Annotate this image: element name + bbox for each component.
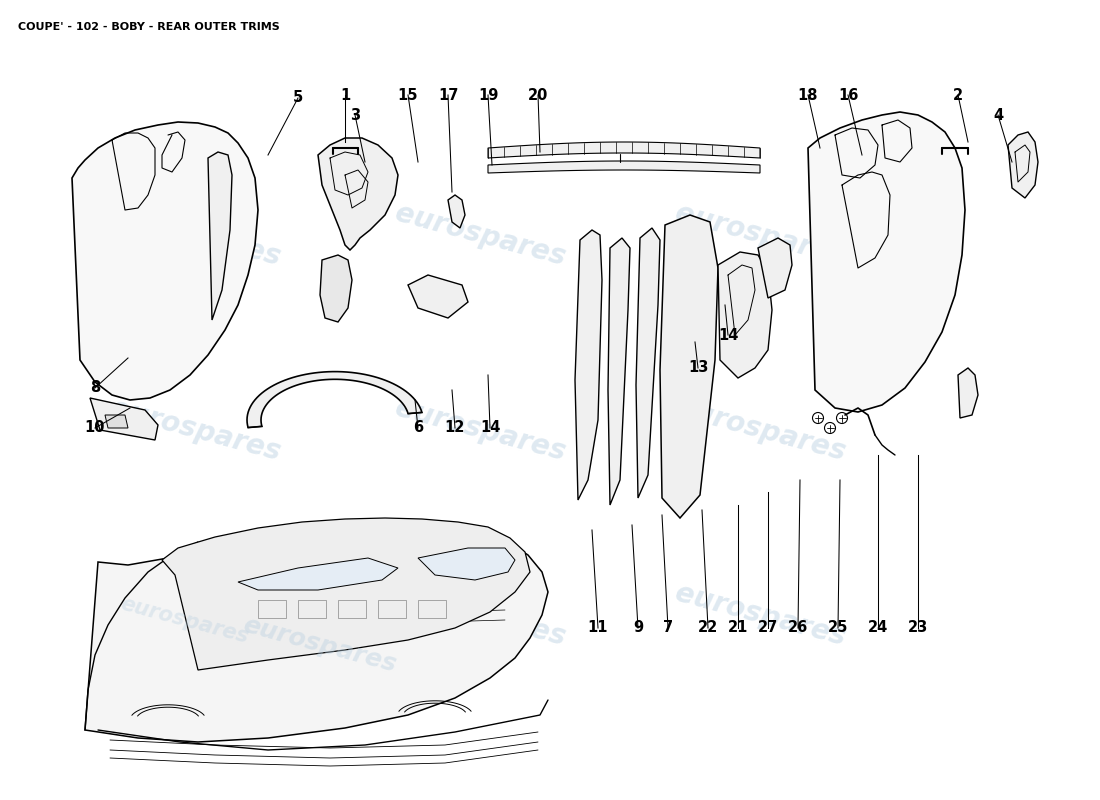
- Text: 23: 23: [908, 621, 928, 635]
- Polygon shape: [378, 600, 406, 618]
- Polygon shape: [320, 255, 352, 322]
- Polygon shape: [104, 415, 128, 428]
- Text: 19: 19: [477, 87, 498, 102]
- Text: 21: 21: [728, 621, 748, 635]
- Text: 2: 2: [953, 87, 964, 102]
- Text: COUPE' - 102 - BOBY - REAR OUTER TRIMS: COUPE' - 102 - BOBY - REAR OUTER TRIMS: [18, 22, 279, 32]
- Text: eurospares: eurospares: [392, 578, 569, 651]
- Polygon shape: [72, 122, 258, 400]
- Polygon shape: [608, 238, 630, 505]
- Text: 15: 15: [398, 87, 418, 102]
- Polygon shape: [718, 252, 772, 378]
- Text: 7: 7: [663, 621, 673, 635]
- Polygon shape: [162, 518, 530, 670]
- Polygon shape: [408, 275, 468, 318]
- Text: 5: 5: [293, 90, 304, 106]
- Polygon shape: [258, 600, 286, 618]
- Polygon shape: [660, 215, 718, 518]
- Polygon shape: [90, 398, 158, 440]
- Polygon shape: [448, 195, 465, 228]
- Polygon shape: [958, 368, 978, 418]
- Text: 26: 26: [788, 621, 808, 635]
- Polygon shape: [208, 152, 232, 320]
- Text: 13: 13: [688, 361, 708, 375]
- Text: eurospares: eurospares: [392, 394, 569, 466]
- Text: 8: 8: [90, 381, 100, 395]
- Polygon shape: [808, 112, 965, 412]
- Text: 18: 18: [798, 87, 818, 102]
- Polygon shape: [85, 522, 548, 742]
- Polygon shape: [418, 600, 446, 618]
- Text: 20: 20: [528, 87, 548, 102]
- Text: 4: 4: [993, 107, 1003, 122]
- Text: eurospares: eurospares: [392, 198, 569, 271]
- Polygon shape: [636, 228, 660, 498]
- Text: 17: 17: [438, 87, 459, 102]
- Text: eurospares: eurospares: [119, 594, 251, 646]
- Text: 9: 9: [632, 621, 644, 635]
- Polygon shape: [488, 161, 760, 173]
- Polygon shape: [298, 600, 326, 618]
- Polygon shape: [338, 600, 366, 618]
- Text: eurospares: eurospares: [672, 578, 848, 651]
- Polygon shape: [418, 548, 515, 580]
- Text: 10: 10: [85, 421, 106, 435]
- Polygon shape: [575, 230, 602, 500]
- Polygon shape: [758, 238, 792, 298]
- Text: 11: 11: [587, 621, 608, 635]
- Text: eurospares: eurospares: [672, 198, 848, 271]
- Polygon shape: [1008, 132, 1038, 198]
- Polygon shape: [318, 138, 398, 250]
- Text: 1: 1: [340, 87, 350, 102]
- Text: 14: 14: [718, 327, 738, 342]
- Text: 25: 25: [828, 621, 848, 635]
- Polygon shape: [488, 142, 760, 158]
- Text: eurospares: eurospares: [107, 198, 284, 271]
- Text: 27: 27: [758, 621, 778, 635]
- Text: eurospares: eurospares: [241, 613, 399, 677]
- Polygon shape: [248, 372, 422, 427]
- Text: 12: 12: [444, 421, 465, 435]
- Text: 14: 14: [480, 421, 501, 435]
- Text: 3: 3: [350, 107, 360, 122]
- Text: 22: 22: [697, 621, 718, 635]
- Text: 6: 6: [412, 421, 424, 435]
- Text: eurospares: eurospares: [107, 394, 284, 466]
- Polygon shape: [238, 558, 398, 590]
- Text: 24: 24: [868, 621, 888, 635]
- Text: eurospares: eurospares: [107, 578, 284, 651]
- Text: eurospares: eurospares: [672, 394, 848, 466]
- Text: 16: 16: [838, 87, 858, 102]
